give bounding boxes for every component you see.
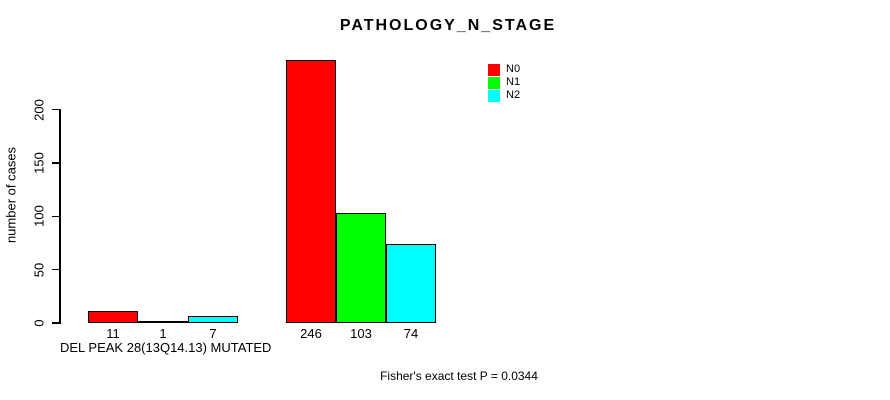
bar-n2-group1 <box>188 315 238 323</box>
y-axis-tick <box>52 322 60 324</box>
bar-n1-group1 <box>138 321 188 323</box>
y-axis-tick-label: 150 <box>31 152 47 174</box>
y-axis-tick <box>52 108 60 111</box>
legend-item-n0: N0 <box>488 63 520 76</box>
legend: N0 N1 N2 <box>488 63 520 102</box>
bar-n0-group2 <box>286 60 336 323</box>
y-axis-tick <box>52 268 60 271</box>
bar-value-label: 11 <box>106 326 120 341</box>
bar-n0-group1 <box>88 311 138 323</box>
legend-label: N0 <box>506 63 521 75</box>
y-axis-tick-label: 200 <box>31 98 47 121</box>
x-category-label: DEL PEAK 28(13Q14.13) MUTATED <box>60 340 272 355</box>
y-axis-tick-label: 0 <box>31 319 47 327</box>
legend-swatch <box>488 63 500 76</box>
bar-value-label: 74 <box>403 326 419 341</box>
y-axis-tick-label: 50 <box>31 262 47 277</box>
y-axis-tick <box>52 162 60 164</box>
legend-item-n1: N1 <box>488 76 520 89</box>
bar-n1-group2 <box>336 213 386 323</box>
bar-value-label: 246 <box>300 326 322 341</box>
legend-label: N2 <box>506 89 521 101</box>
legend-item-n2: N2 <box>488 89 520 102</box>
annotation-text: Fisher's exact test P = 0.0344 <box>380 369 538 383</box>
bar-value-label: 1 <box>159 326 167 341</box>
legend-label: N1 <box>506 76 521 88</box>
y-axis-tick-label: 100 <box>31 205 47 228</box>
bar-n2-group2 <box>386 244 436 323</box>
legend-swatch <box>488 89 500 102</box>
y-axis-line <box>59 109 61 324</box>
legend-swatch <box>488 76 500 89</box>
bar-value-label: 103 <box>350 326 372 341</box>
y-axis-tick <box>52 215 60 217</box>
chart-title: PATHOLOGY_N_STAGE <box>339 17 557 34</box>
bar-value-label: 7 <box>209 326 217 341</box>
